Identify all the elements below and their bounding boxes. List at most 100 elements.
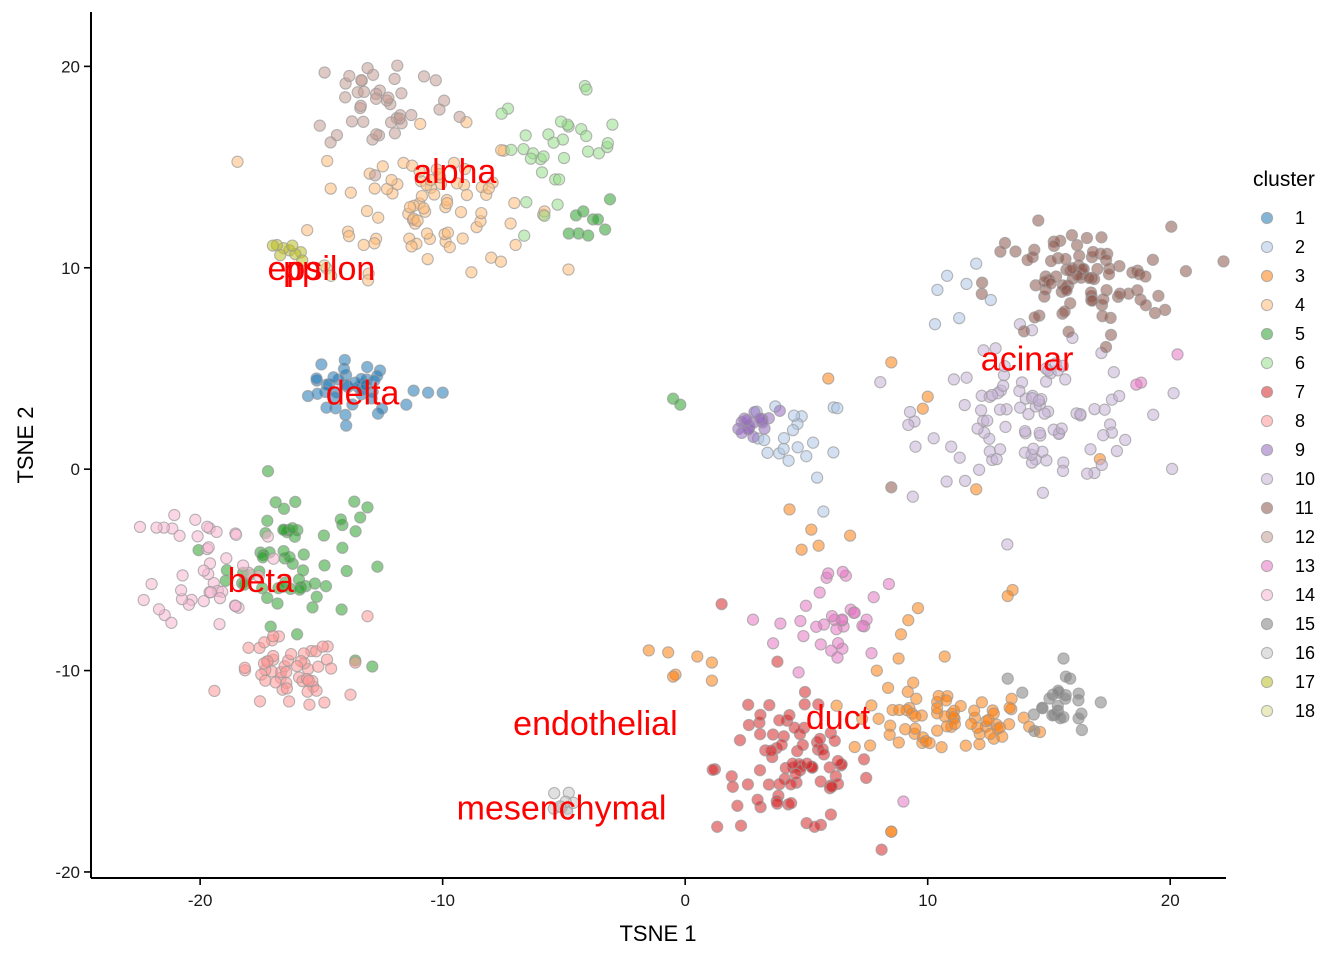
- point-cluster-2: [931, 283, 944, 297]
- point-cluster-4: [440, 197, 454, 210]
- legend-label: 4: [1295, 295, 1305, 315]
- point-cluster-5: [238, 578, 251, 591]
- legend-swatch: [1260, 298, 1274, 312]
- point-cluster-10: [1088, 402, 1101, 416]
- point-cluster-8: [238, 661, 251, 674]
- point-cluster-11: [1179, 265, 1193, 278]
- point-cluster-7: [796, 738, 809, 752]
- legend-swatch: [1260, 443, 1274, 457]
- legend-label: 2: [1295, 237, 1305, 257]
- point-cluster-2: [928, 318, 942, 331]
- point-cluster-5: [297, 548, 310, 561]
- legend-swatch: [1260, 501, 1274, 515]
- point-cluster-15: [1028, 724, 1041, 738]
- point-cluster-12: [318, 66, 331, 79]
- point-cluster-4: [415, 189, 429, 203]
- point-cluster-7: [715, 597, 728, 611]
- point-cluster-11: [1139, 299, 1152, 312]
- point-cluster-10: [1032, 394, 1046, 407]
- point-cluster-10: [989, 342, 1002, 355]
- point-cluster-5: [572, 227, 585, 240]
- legend-swatch: [1260, 617, 1274, 631]
- point-cluster-12: [357, 85, 371, 99]
- point-cluster-11: [1044, 277, 1058, 290]
- point-cluster-5: [271, 597, 284, 610]
- point-cluster-4: [385, 173, 398, 187]
- point-cluster-7: [771, 797, 784, 810]
- annotation-mesenchymal: mesenchymal: [457, 790, 667, 828]
- point-cluster-10: [977, 344, 990, 357]
- point-cluster-14: [197, 564, 210, 577]
- point-cluster-13: [865, 647, 878, 660]
- point-cluster-2: [800, 450, 813, 463]
- point-cluster-7: [788, 721, 801, 734]
- point-cluster-4: [475, 206, 488, 220]
- point-cluster-3: [666, 670, 680, 683]
- point-cluster-10: [1018, 424, 1032, 438]
- point-cluster-1: [421, 386, 435, 399]
- point-cluster-7: [828, 734, 841, 747]
- point-cluster-5: [289, 495, 302, 509]
- point-cluster-4: [509, 238, 522, 252]
- point-cluster-10: [903, 405, 917, 419]
- point-cluster-11: [1047, 239, 1061, 253]
- point-cluster-11: [1021, 253, 1034, 267]
- point-cluster-6: [520, 196, 533, 209]
- point-cluster-5: [569, 209, 583, 222]
- legend-swatch: [1260, 646, 1274, 660]
- point-cluster-3: [662, 646, 675, 659]
- point-cluster-10: [1056, 464, 1070, 478]
- point-cluster-5: [319, 580, 333, 593]
- point-cluster-4: [508, 196, 521, 210]
- x-axis-ticks: -20 -10 0 10 20: [188, 878, 1180, 910]
- point-cluster-7: [784, 778, 798, 791]
- point-cluster-1: [327, 371, 340, 384]
- point-cluster-5: [293, 583, 306, 596]
- point-cluster-15: [1057, 652, 1070, 665]
- legend-swatch: [1260, 588, 1274, 602]
- point-cluster-10: [985, 388, 999, 402]
- point-cluster-10: [1107, 366, 1120, 379]
- point-cluster-10: [998, 360, 1011, 373]
- point-cluster-4: [411, 214, 424, 227]
- point-cluster-7: [798, 685, 812, 699]
- point-cluster-11: [1086, 245, 1100, 259]
- point-cluster-4: [344, 186, 357, 199]
- point-cluster-11: [1113, 259, 1126, 273]
- point-cluster-10: [1038, 407, 1051, 420]
- point-cluster-8: [258, 636, 271, 649]
- legend-label: 10: [1295, 469, 1315, 489]
- point-cluster-11: [1058, 305, 1071, 318]
- point-cluster-4: [342, 229, 356, 243]
- legend-swatch: [1260, 356, 1274, 370]
- point-cluster-3: [923, 736, 936, 750]
- point-cluster-10: [947, 373, 961, 386]
- point-cluster-8: [349, 656, 362, 669]
- point-cluster-3: [984, 727, 997, 741]
- point-cluster-2: [984, 293, 997, 307]
- point-cluster-6: [581, 145, 595, 158]
- point-cluster-14: [145, 577, 158, 591]
- point-cluster-6: [495, 107, 508, 120]
- point-cluster-17: [266, 239, 280, 252]
- annotation-beta: beta: [228, 562, 294, 600]
- legend-label: 11: [1295, 498, 1314, 518]
- point-cluster-6: [557, 151, 571, 165]
- point-cluster-11: [1104, 328, 1118, 342]
- legend-swatch: [1260, 530, 1274, 544]
- point-cluster-10: [1147, 408, 1160, 421]
- point-cluster-10: [993, 403, 1007, 416]
- point-cluster-3: [783, 503, 796, 516]
- point-cluster-7: [726, 780, 739, 793]
- point-cluster-4: [443, 241, 456, 254]
- point-cluster-6: [592, 147, 606, 160]
- point-cluster-12: [429, 74, 442, 87]
- point-cluster-14: [168, 508, 181, 522]
- point-cluster-6: [535, 166, 549, 179]
- point-cluster-3: [892, 652, 905, 665]
- point-cluster-13: [746, 613, 760, 626]
- point-cluster-5: [354, 511, 367, 524]
- legend-title: cluster: [1253, 168, 1315, 191]
- point-cluster-14: [173, 529, 186, 542]
